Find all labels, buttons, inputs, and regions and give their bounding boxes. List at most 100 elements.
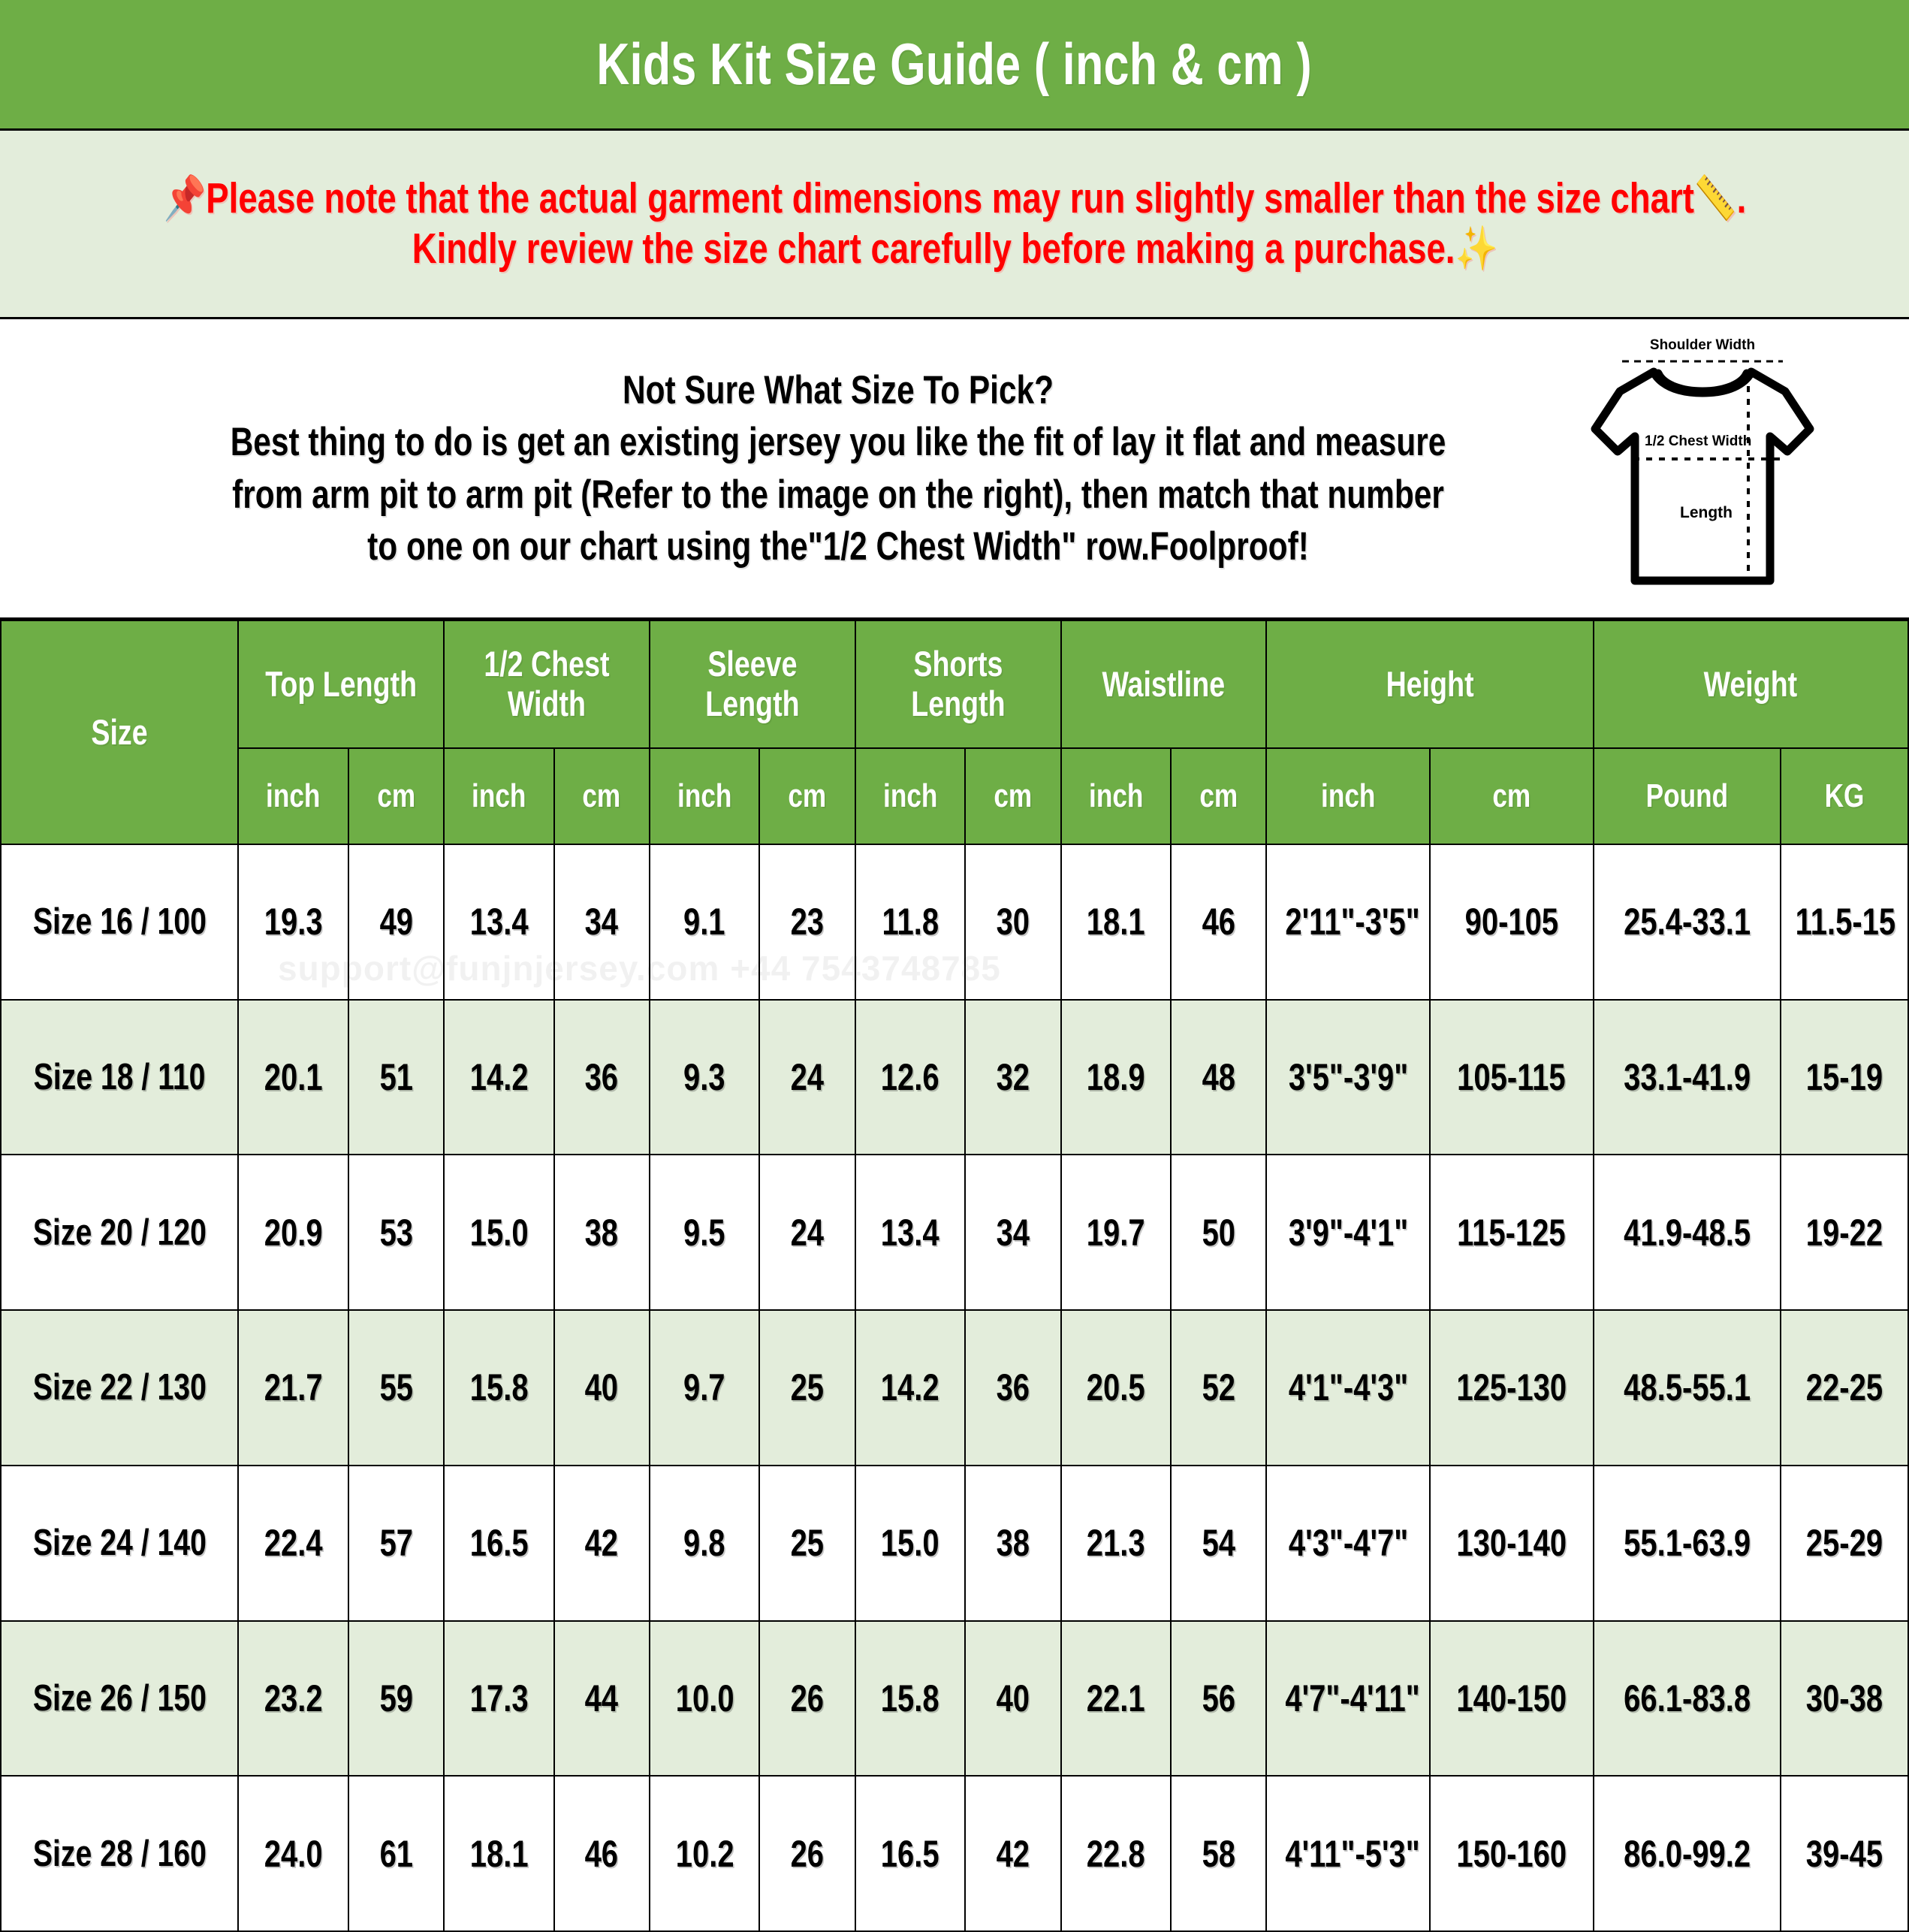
guidance-line-2: from arm pit to arm pit (Refer to the im…: [232, 472, 1444, 517]
page-title: Kids Kit Size Guide ( inch & cm ): [596, 31, 1313, 97]
measurement-cell: 15.0: [854, 1464, 967, 1622]
measurement-cell: 4'3"-4'7": [1265, 1464, 1431, 1622]
col-header-half-chest-width: 1/2 Chest Width: [443, 620, 650, 749]
measurement-cell: 3'5"-3'9": [1265, 998, 1431, 1156]
note-line-1-text: Please note that the actual garment dime…: [205, 174, 1694, 222]
measurement-cell: 150-160: [1429, 1775, 1594, 1932]
guidance-line-3: to one on our chart using the"1/2 Chest …: [367, 524, 1309, 569]
measurement-cell: 19.3: [237, 844, 349, 1001]
col-header-waistline: Waistline: [1060, 620, 1268, 749]
measurement-cell: 22-25: [1780, 1309, 1909, 1466]
col-header-weight: Weight: [1592, 620, 1909, 749]
measurement-cell: 51: [347, 998, 445, 1156]
table-row: Size 22 / 130 21.7 55 15.8 40 9.7 25 14.2 36 20.5…: [0, 1309, 1909, 1466]
measurement-cell: 42: [553, 1464, 650, 1622]
col-header-shorts-length: Shorts Length: [854, 620, 1062, 749]
size-label-cell: Size 28 / 160: [0, 1775, 240, 1932]
measurement-cell: 53: [347, 1154, 445, 1312]
measurement-cell: 10.0: [648, 1620, 761, 1777]
measurement-cell: 18.1: [443, 1775, 555, 1932]
measurement-cell: 14.2: [854, 1309, 967, 1466]
measurement-cell: 40: [553, 1309, 650, 1466]
measurement-cell: 4'7"-4'11": [1265, 1620, 1431, 1777]
measurement-cell: 26: [758, 1775, 856, 1932]
measurement-cell: 26: [758, 1620, 856, 1777]
unit-header-waist-cm: cm: [1170, 747, 1268, 845]
measurement-cell: 13.4: [854, 1154, 967, 1312]
measurement-cell: 58: [1170, 1775, 1268, 1932]
table-row: Size 26 / 150 23.2 59 17.3 44 10.0 26 15.8 40 22.…: [0, 1620, 1909, 1777]
measurement-cell: 25: [758, 1309, 856, 1466]
measurement-cell: 39-45: [1780, 1775, 1909, 1932]
col-header-sleeve-length: Sleeve Length: [648, 620, 856, 749]
measurement-cell: 38: [553, 1154, 650, 1312]
guidance-section: Not Sure What Size To Pick? Best thing t…: [0, 319, 1909, 620]
measurement-cell: 48: [1170, 998, 1268, 1156]
measurement-cell: 38: [964, 1464, 1062, 1622]
measurement-cell: 22.1: [1060, 1620, 1172, 1777]
table-group-header-row: Size Top Length 1/2 Chest Width Sleeve L…: [0, 620, 1909, 845]
measurement-cell: 11.5-15: [1780, 844, 1909, 1001]
measurement-cell: 61: [347, 1775, 445, 1932]
measurement-cell: 52: [1170, 1309, 1268, 1466]
table-row: Size 20 / 120 20.9 53 15.0 38 9.5 24 13.4 34 19.7…: [0, 1154, 1909, 1312]
measurement-cell: 30: [964, 844, 1062, 1001]
table-row: Size 28 / 160 24.0 61 18.1 46 10.2 26 16.5 42 22.…: [0, 1775, 1909, 1932]
title-bar: Kids Kit Size Guide ( inch & cm ): [0, 0, 1909, 131]
measurement-cell: 17.3: [443, 1620, 555, 1777]
measurement-cell: 15-19: [1780, 998, 1909, 1156]
measurement-cell: 66.1-83.8: [1592, 1620, 1782, 1777]
measurement-cell: 49: [347, 844, 445, 1001]
measurement-cell: 25.4-33.1: [1592, 844, 1782, 1001]
measurement-cell: 10.2: [648, 1775, 761, 1932]
measurement-cell: 55.1-63.9: [1592, 1464, 1782, 1622]
measurement-cell: 24: [758, 998, 856, 1156]
tshirt-icon: Shoulder Width 1/2 Chest Width Length: [1591, 337, 1814, 585]
measurement-cell: 9.8: [648, 1464, 761, 1622]
unit-header-sleeve-cm: cm: [758, 747, 856, 845]
table-unit-header-row: inch cm inch cm inch cm inch cm inch cm …: [1, 747, 1909, 845]
col-header-top-length: Top Length: [237, 620, 445, 749]
measurement-cell: 23.2: [237, 1620, 349, 1777]
measurement-cell: 15.0: [443, 1154, 555, 1312]
unit-header-shorts-cm: cm: [964, 747, 1062, 845]
measurement-cell: 19-22: [1780, 1154, 1909, 1312]
size-label-cell: Size 22 / 130: [0, 1309, 240, 1466]
size-label-cell: Size 24 / 140: [0, 1464, 240, 1622]
tshirt-measurement-diagram: Shoulder Width 1/2 Chest Width Length: [1564, 333, 1841, 603]
measurement-cell: 36: [553, 998, 650, 1156]
measurement-cell: 56: [1170, 1620, 1268, 1777]
measurement-cell: 25-29: [1780, 1464, 1909, 1622]
measurement-cell: 3'9"-4'1": [1265, 1154, 1431, 1312]
note-banner: 📌Please note that the actual garment dim…: [0, 131, 1909, 319]
measurement-cell: 41.9-48.5: [1592, 1154, 1782, 1312]
unit-header-chest-inch: inch: [443, 747, 555, 845]
measurement-cell: 130-140: [1429, 1464, 1594, 1622]
measurement-cell: 18.1: [1060, 844, 1172, 1001]
measurement-cell: 36: [964, 1309, 1062, 1466]
measurement-cell: 54: [1170, 1464, 1268, 1622]
measurement-cell: 20.1: [237, 998, 349, 1156]
measurement-cell: 40: [964, 1620, 1062, 1777]
measurement-cell: 9.5: [648, 1154, 761, 1312]
measurement-cell: 48.5-55.1: [1592, 1309, 1782, 1466]
table-row: Size 24 / 140 22.4 57 16.5 42 9.8 25 15.0 38 21.3…: [0, 1464, 1909, 1622]
measurement-cell: 15.8: [443, 1309, 555, 1466]
measurement-cell: 11.8: [854, 844, 967, 1001]
measurement-cell: 140-150: [1429, 1620, 1594, 1777]
unit-header-height-inch: inch: [1265, 747, 1431, 845]
measurement-cell: 34: [553, 844, 650, 1001]
measurement-cell: 59: [347, 1620, 445, 1777]
measurement-cell: 32: [964, 998, 1062, 1156]
col-header-size: Size: [0, 620, 240, 845]
unit-header-shorts-inch: inch: [854, 747, 967, 845]
measurement-cell: 34: [964, 1154, 1062, 1312]
measurement-cell: 57: [347, 1464, 445, 1622]
measurement-cell: 24: [758, 1154, 856, 1312]
size-label-cell: Size 26 / 150: [0, 1620, 240, 1777]
pushpin-icon: 📌: [163, 173, 206, 223]
measurement-cell: 23: [758, 844, 856, 1001]
measurement-cell: 86.0-99.2: [1592, 1775, 1782, 1932]
unit-header-chest-cm: cm: [553, 747, 650, 845]
measurement-cell: 13.4: [443, 844, 555, 1001]
